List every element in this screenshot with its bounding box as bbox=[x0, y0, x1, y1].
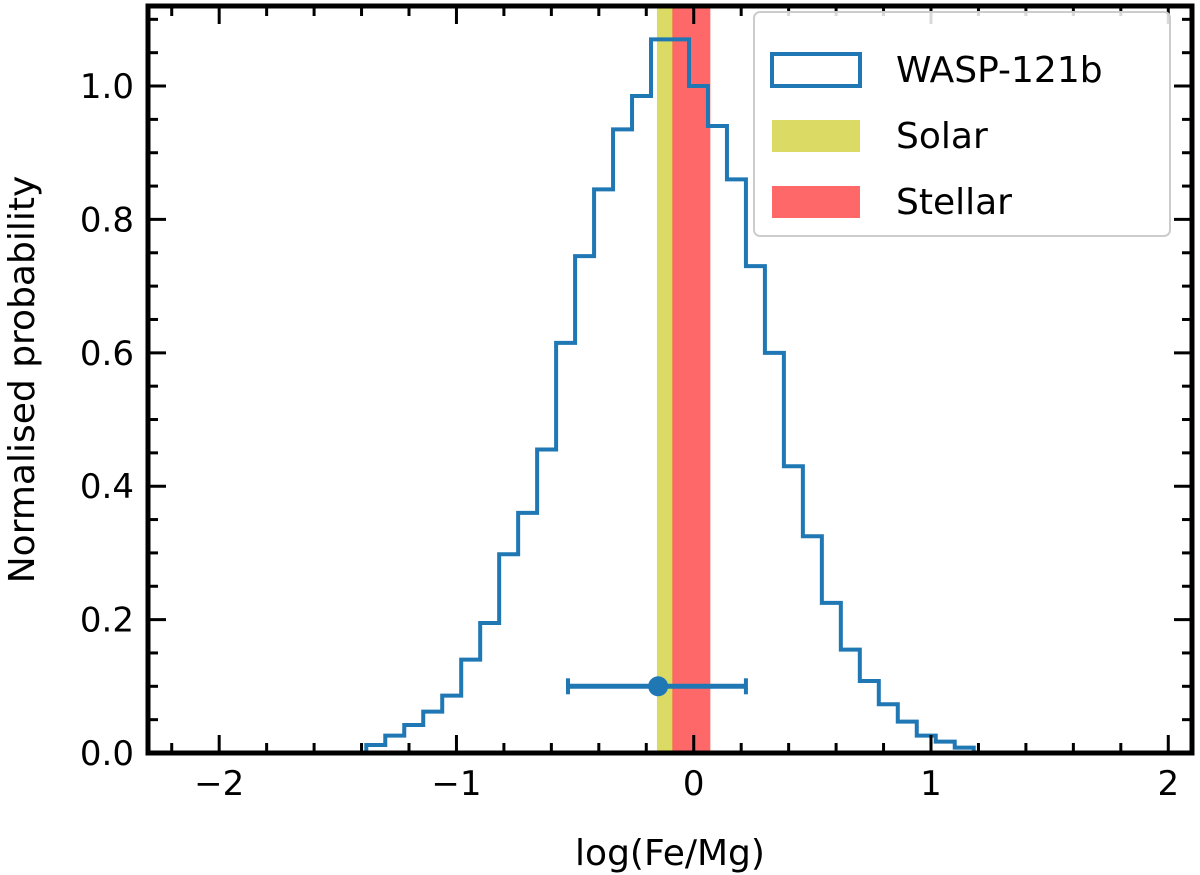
y-tick-label: 0.8 bbox=[80, 200, 134, 240]
bands-layer bbox=[656, 6, 711, 753]
histogram-series-wasp-121b bbox=[364, 37, 976, 753]
legend-label-solar: Solar bbox=[896, 116, 988, 157]
plot-frame bbox=[145, 3, 1195, 756]
band-solar bbox=[656, 6, 674, 753]
errorbar-layer bbox=[565, 676, 748, 697]
x-tick-label: 2 bbox=[1157, 764, 1179, 804]
y-tick-label: 1.0 bbox=[80, 67, 134, 107]
y-tick-label: 0.4 bbox=[80, 467, 134, 507]
y-tick-label: 0.0 bbox=[80, 734, 134, 774]
legend-label-wasp-121b: WASP-121b bbox=[896, 50, 1103, 91]
x-tick-label: 0 bbox=[683, 764, 705, 804]
x-tick-label: −2 bbox=[194, 764, 244, 804]
x-axis-label: log(Fe/Mg) bbox=[575, 833, 765, 874]
legend: WASP-121b Solar Stellar bbox=[753, 11, 1171, 237]
legend-swatch-stellar bbox=[772, 186, 860, 218]
y-tick-labels: 0.0 0.2 0.4 0.6 0.8 1.0 bbox=[80, 67, 134, 774]
x-tick-label: 1 bbox=[920, 764, 942, 804]
x-tick-label: −1 bbox=[431, 764, 481, 804]
x-tick-labels: −2 −1 0 1 2 bbox=[194, 764, 1179, 804]
histogram-layer bbox=[364, 37, 976, 753]
errorbar-point bbox=[648, 676, 669, 697]
legend-label-stellar: Stellar bbox=[896, 182, 1012, 223]
legend-swatch-wasp-121b bbox=[770, 52, 862, 88]
y-axis-label: Normalised probability bbox=[2, 176, 43, 584]
band-stellar bbox=[672, 6, 711, 753]
legend-swatch-solar bbox=[772, 120, 860, 152]
y-tick-label: 0.2 bbox=[80, 601, 134, 641]
y-tick-label: 0.6 bbox=[80, 334, 134, 374]
